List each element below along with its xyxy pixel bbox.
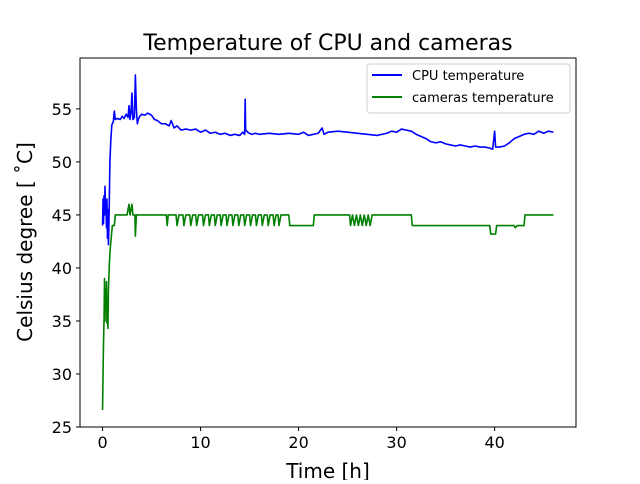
x-tick-label: 40: [484, 433, 504, 452]
x-tick-label: 10: [190, 433, 210, 452]
x-axis-label: Time [h]: [285, 459, 370, 480]
legend-label-cpu: CPU temperature: [412, 69, 524, 84]
y-tick-label: 40: [52, 259, 72, 278]
y-tick-label: 50: [52, 153, 72, 172]
y-tick-label: 55: [52, 100, 72, 119]
plot-frame: [79, 57, 577, 428]
series-line-1: [101, 203, 554, 411]
x-tick-label: 0: [97, 433, 107, 452]
y-tick-label: 25: [52, 418, 72, 437]
series-line-0: [101, 74, 554, 246]
x-tick-label: 30: [386, 433, 406, 452]
legend: CPU temperature cameras temperature: [366, 63, 571, 114]
y-tick-label: 30: [52, 365, 72, 384]
legend-label-cameras: cameras temperature: [412, 91, 554, 106]
series-layer: [101, 74, 554, 411]
x-tick-label: 20: [288, 433, 308, 452]
y-axis-label: Celsius degree [ ˚C]: [13, 142, 37, 342]
chart-title: Temperature of CPU and cameras: [142, 31, 512, 56]
y-tick-label: 45: [52, 206, 72, 225]
legend-box: [366, 63, 571, 114]
y-tick-label: 35: [52, 312, 72, 331]
ticks-layer: 0 10 20 30 40 25 30 35 40 45 50 55: [52, 100, 505, 452]
